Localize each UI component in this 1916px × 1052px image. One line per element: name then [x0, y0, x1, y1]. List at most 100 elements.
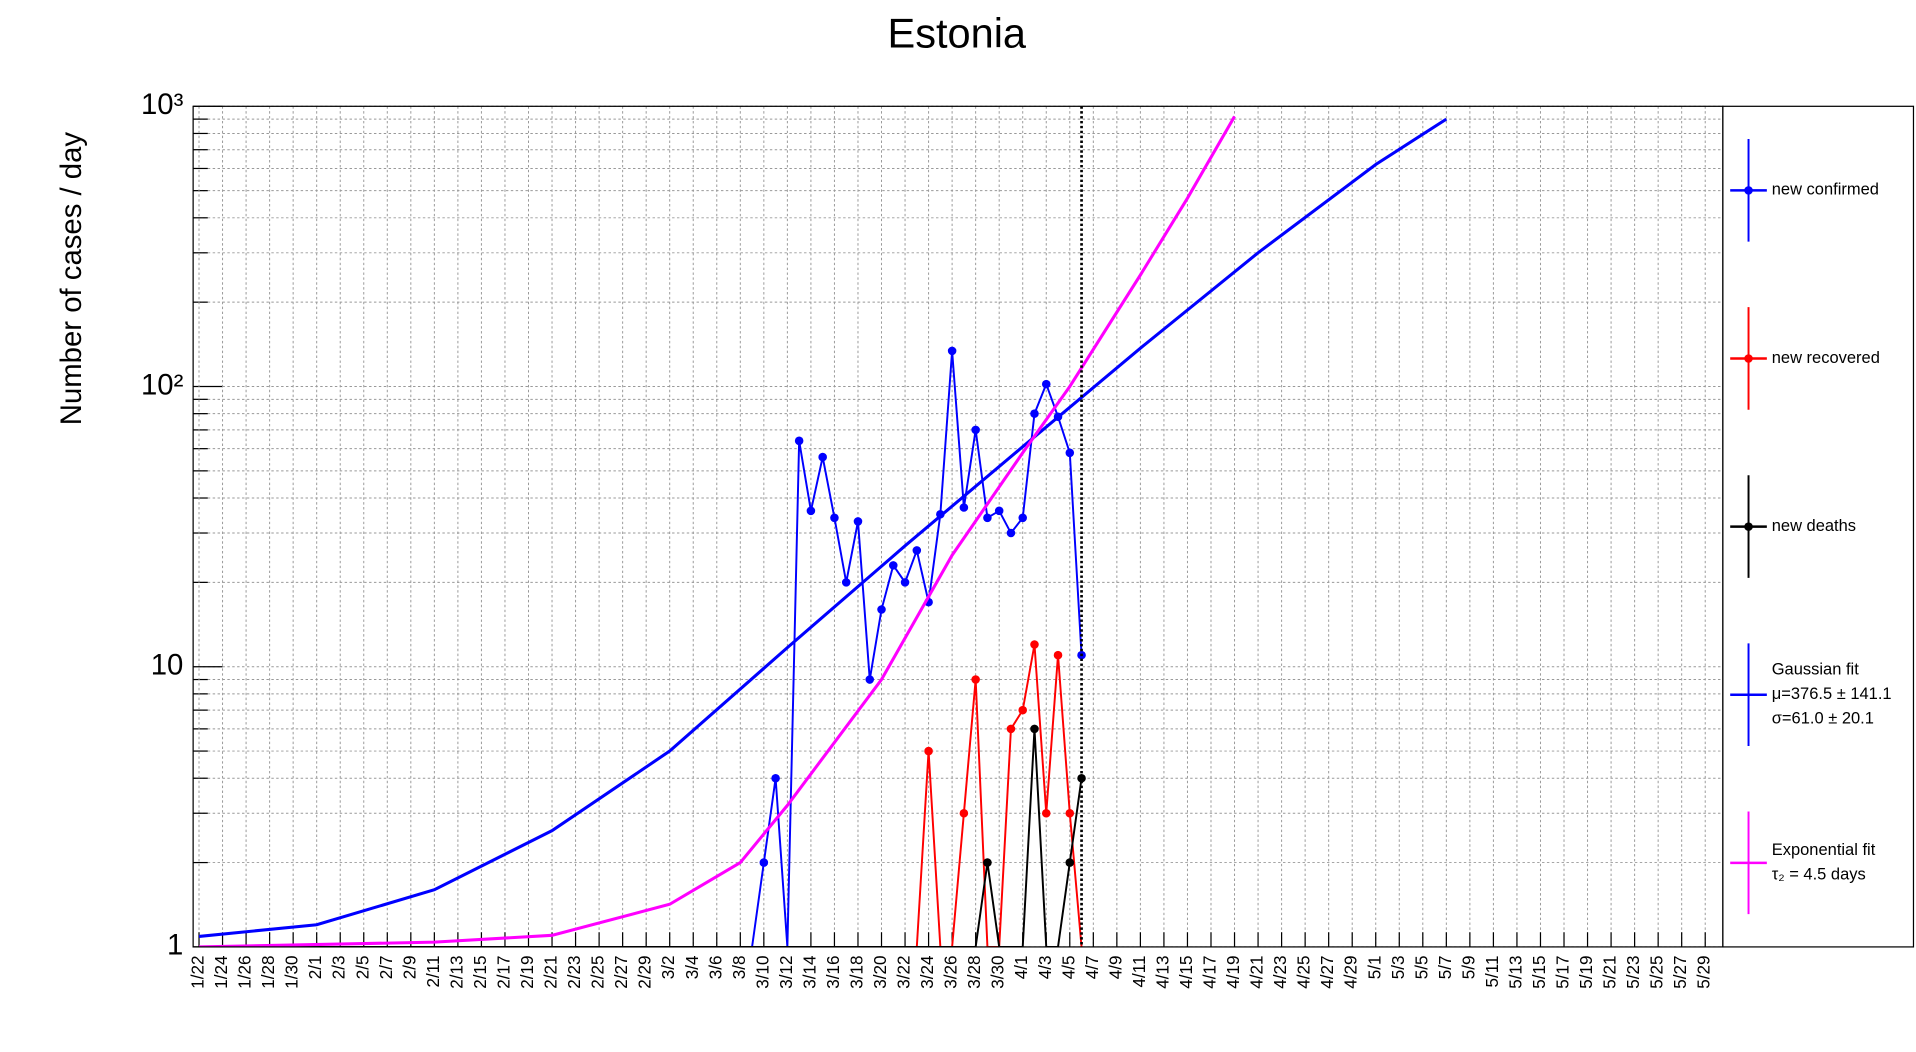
x-tick-label: 4/9 [1106, 955, 1125, 979]
data-point [1041, 808, 1051, 818]
legend-label: new deaths [1772, 517, 1856, 535]
x-tick-label: 1/22 [189, 955, 208, 988]
data-point [971, 425, 980, 435]
x-tick-label: 3/4 [683, 955, 702, 979]
y-tick-label: 10 [151, 648, 184, 681]
x-tick-label: 4/5 [1059, 955, 1078, 979]
data-point [1006, 724, 1016, 734]
x-tick-label: 2/13 [447, 955, 466, 988]
x-tick-label: 5/19 [1577, 955, 1596, 988]
series-line [199, 644, 1083, 947]
x-tick-label: 5/27 [1671, 955, 1690, 988]
data-point [959, 808, 969, 818]
x-tick-label: 5/21 [1601, 955, 1620, 988]
x-tick-label: 4/23 [1271, 955, 1290, 988]
data-point [889, 561, 898, 570]
legend-marker [1744, 522, 1753, 531]
data-point [877, 605, 886, 614]
legend-label: τ₂ = 4.5 days [1772, 865, 1866, 883]
x-tick-label: 2/27 [612, 955, 631, 988]
x-tick-label: 2/5 [353, 955, 372, 979]
x-tick-label: 5/17 [1554, 955, 1573, 988]
y-tick-label: 10² [141, 368, 184, 401]
legend-marker [1744, 186, 1753, 195]
x-tick-label: 3/16 [824, 955, 843, 988]
data-point [924, 746, 933, 756]
x-tick-label: 4/27 [1318, 955, 1337, 988]
x-tick-label: 5/23 [1624, 955, 1643, 988]
x-tick-label: 2/3 [330, 955, 349, 979]
x-tick-label: 2/19 [518, 955, 537, 988]
x-tick-label: 2/23 [565, 955, 584, 988]
x-tick-label: 4/11 [1130, 955, 1149, 987]
x-tick-label: 3/8 [730, 955, 749, 979]
data-point [1018, 705, 1027, 715]
x-tick-label: 5/9 [1459, 955, 1478, 979]
x-tick-label: 3/18 [847, 955, 866, 988]
data-point [1030, 409, 1039, 418]
x-tick-label: 5/29 [1695, 955, 1714, 988]
data-point [1053, 650, 1063, 660]
data-point [983, 858, 992, 867]
x-tick-label: 5/15 [1530, 955, 1549, 988]
data-point [1006, 528, 1016, 538]
x-tick-label: 3/28 [965, 955, 984, 988]
x-tick-label: 3/12 [777, 955, 796, 988]
x-tick-label: 4/21 [1248, 955, 1267, 988]
x-tick-label: 2/25 [589, 955, 608, 988]
data-point [1065, 808, 1075, 818]
x-tick-label: 2/9 [400, 955, 419, 979]
x-tick-label: 3/20 [871, 955, 890, 988]
x-tick-label: 3/22 [895, 955, 914, 988]
fit-curve [198, 115, 1236, 947]
data-point [900, 578, 910, 587]
data-point [947, 346, 957, 356]
x-tick-label: 5/3 [1389, 955, 1408, 979]
data-point [1018, 513, 1027, 523]
data-point [841, 578, 851, 587]
x-tick-label: 4/25 [1295, 955, 1314, 988]
x-tick-label: 3/6 [706, 955, 725, 979]
data-point [794, 436, 804, 446]
data-point [806, 506, 816, 516]
legend-label: Gaussian fit [1772, 661, 1859, 679]
x-tick-label: 1/30 [283, 955, 302, 988]
data-point [912, 546, 922, 555]
x-tick-label: 2/1 [306, 955, 325, 979]
legend-label: Exponential fit [1772, 841, 1876, 859]
data-point [971, 675, 980, 684]
x-tick-label: 2/21 [542, 955, 561, 988]
x-tick-label: 5/7 [1436, 955, 1455, 979]
x-tick-label: 5/13 [1506, 955, 1525, 988]
x-tick-label: 2/11 [424, 955, 443, 987]
x-tick-label: 4/15 [1177, 955, 1196, 988]
series-line [199, 350, 1083, 947]
x-tick-label: 4/29 [1342, 955, 1361, 988]
plot-area [198, 115, 1448, 947]
legend-marker [1744, 354, 1753, 363]
x-tick-label: 2/7 [377, 955, 396, 979]
x-tick-label: 2/15 [471, 955, 490, 988]
y-axis-label: Number of cases / day [55, 132, 88, 426]
x-tick-label: 3/26 [942, 955, 961, 988]
y-tick-label: 10³ [141, 88, 184, 121]
data-point [1041, 379, 1051, 389]
fit-curve [198, 117, 1448, 938]
data-point [994, 506, 1004, 516]
x-tick-label: 1/24 [212, 955, 231, 988]
legend-label: μ=376.5 ± 141.1 [1772, 685, 1892, 703]
x-tick-label: 3/30 [989, 955, 1008, 988]
data-point [1065, 448, 1075, 458]
legend-label: σ=61.0 ± 20.1 [1772, 710, 1874, 728]
x-tick-label: 4/13 [1153, 955, 1172, 988]
data-point [818, 452, 827, 462]
legend-box [1722, 105, 1915, 948]
data-point [865, 675, 875, 684]
data-point [830, 513, 839, 523]
x-tick-label: 5/11 [1483, 955, 1502, 987]
x-tick-label: 5/5 [1412, 955, 1431, 979]
x-tick-label: 5/25 [1648, 955, 1667, 988]
